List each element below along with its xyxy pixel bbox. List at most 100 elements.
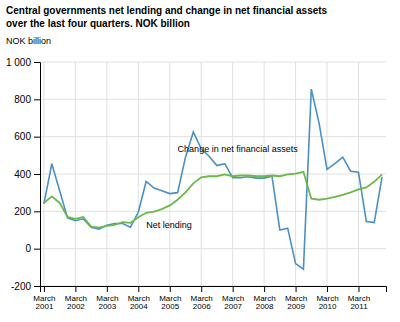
x-tick-label-line: 2003 [98,302,116,311]
y-tick-label: 200 [14,206,31,217]
x-tick-label: March2009 [285,294,307,312]
x-tick-label-line: 2005 [161,302,179,311]
x-tick-label: March2001 [33,294,55,312]
y-tick: 200 [14,206,40,217]
grid-line-y [40,136,386,137]
y-axis-line [34,63,41,287]
x-tick-label: March2004 [128,294,150,312]
y-tick-mark [34,62,40,63]
grid-line-y [40,174,386,175]
x-tick-label-line: March [222,294,244,303]
x-tick-mark [264,286,265,292]
y-tick: 1 000 [6,57,40,68]
x-tick-label-line: 2001 [36,302,54,311]
x-tick-label-line: March [33,294,55,303]
y-tick-mark [34,211,40,212]
grid-line-y [40,248,386,249]
x-tick-mark [233,286,234,292]
x-axis-line [41,287,387,293]
grid-line-x [169,62,170,286]
grid-line-x [327,62,328,286]
x-tick-label-line: 2004 [130,302,148,311]
x-tick-label: March2011 [348,294,370,312]
x-tick: March2008 [253,286,275,311]
grid-line-x [106,62,107,286]
x-tick-mark [75,286,76,292]
annotation: Change in net financial assets [178,144,299,154]
y-tick: 600 [14,131,40,142]
y-axis-label: NOK billion [6,36,51,46]
grid-line-y [40,211,386,212]
y-tick-label: -200 [11,281,31,292]
x-tick-label-line: March [128,294,150,303]
series-group [44,89,382,269]
x-tick-label-line: March [65,294,87,303]
grid-line-x [75,62,76,286]
x-tick-label-line: 2002 [67,302,85,311]
grid [40,62,386,286]
y-tick-mark [34,174,40,175]
y-tick: 400 [14,169,40,180]
x-tick-label-line: 2010 [319,302,337,311]
grid-line-x [138,62,139,286]
series-line [44,172,382,228]
x-tick: March2004 [128,286,150,311]
x-tick: March2007 [222,286,244,311]
x-tick-label: March2007 [222,294,244,312]
x-tick-mark [138,286,139,292]
x-tick-label-line: 2009 [287,302,305,311]
grid-line-x [43,62,44,286]
x-tick: March2011 [348,286,370,311]
x-tick: March2009 [285,286,307,311]
y-tick: 800 [14,94,40,105]
x-tick-mark [107,286,108,292]
x-tick-mark [327,286,328,292]
x-tick-mark [201,286,202,292]
subtitle: over the last four quarters. NOK billion [6,18,190,29]
x-tick-mark [44,286,45,292]
y-tick-mark [34,286,40,287]
y-tick-label: 800 [14,94,31,105]
plot: -20002004006008001 000March2001March2002… [6,57,387,312]
x-tick: March2006 [191,286,213,311]
x-tick-mark [358,286,359,292]
y-axis: -200 0 200 400 600 800 1 000 [6,57,41,292]
chart: Central governments net lending and chan… [0,0,400,322]
x-tick-label: March2003 [96,294,118,312]
x-tick-label-line: March [316,294,338,303]
x-tick: March2001 [33,286,55,311]
x-tick: March2010 [316,286,338,311]
x-tick-label-line: 2011 [350,302,368,311]
grid-line-x [232,62,233,286]
x-tick-label: March2006 [191,294,213,312]
x-tick: March2005 [159,286,181,311]
x-tick: March2003 [96,286,118,311]
x-tick-label-line: March [253,294,275,303]
x-tick-label-line: March [96,294,118,303]
y-tick-mark [34,249,40,250]
series-line [44,89,382,269]
x-tick-label: March2002 [65,294,87,312]
title: Central governments net lending and chan… [6,5,328,16]
x-tick-label-line: 2007 [224,302,242,311]
x-tick-label-line: March [159,294,181,303]
y-tick-label: 0 [25,243,31,254]
y-tick-label: 400 [14,169,31,180]
x-tick-mark [296,286,297,292]
y-tick-label: 600 [14,131,31,142]
x-tick-label: March2005 [159,294,181,312]
grid-line-x [201,62,202,286]
y-tick: 0 [25,243,40,254]
x-tick: March2002 [65,286,87,311]
grid-line-y [40,62,386,63]
grid-line-y [40,99,386,100]
x-tick-label-line: 2006 [193,302,211,311]
x-tick-label-line: 2008 [256,302,274,311]
y-tick-mark [34,99,40,100]
y-tick: -200 [11,281,40,292]
x-axis: March2001March2002March2003March2004Marc… [33,286,386,311]
x-tick-label-line: March [191,294,213,303]
x-tick-label: March2010 [316,294,338,312]
x-tick-mark [170,286,171,292]
x-tick-label-line: March [285,294,307,303]
